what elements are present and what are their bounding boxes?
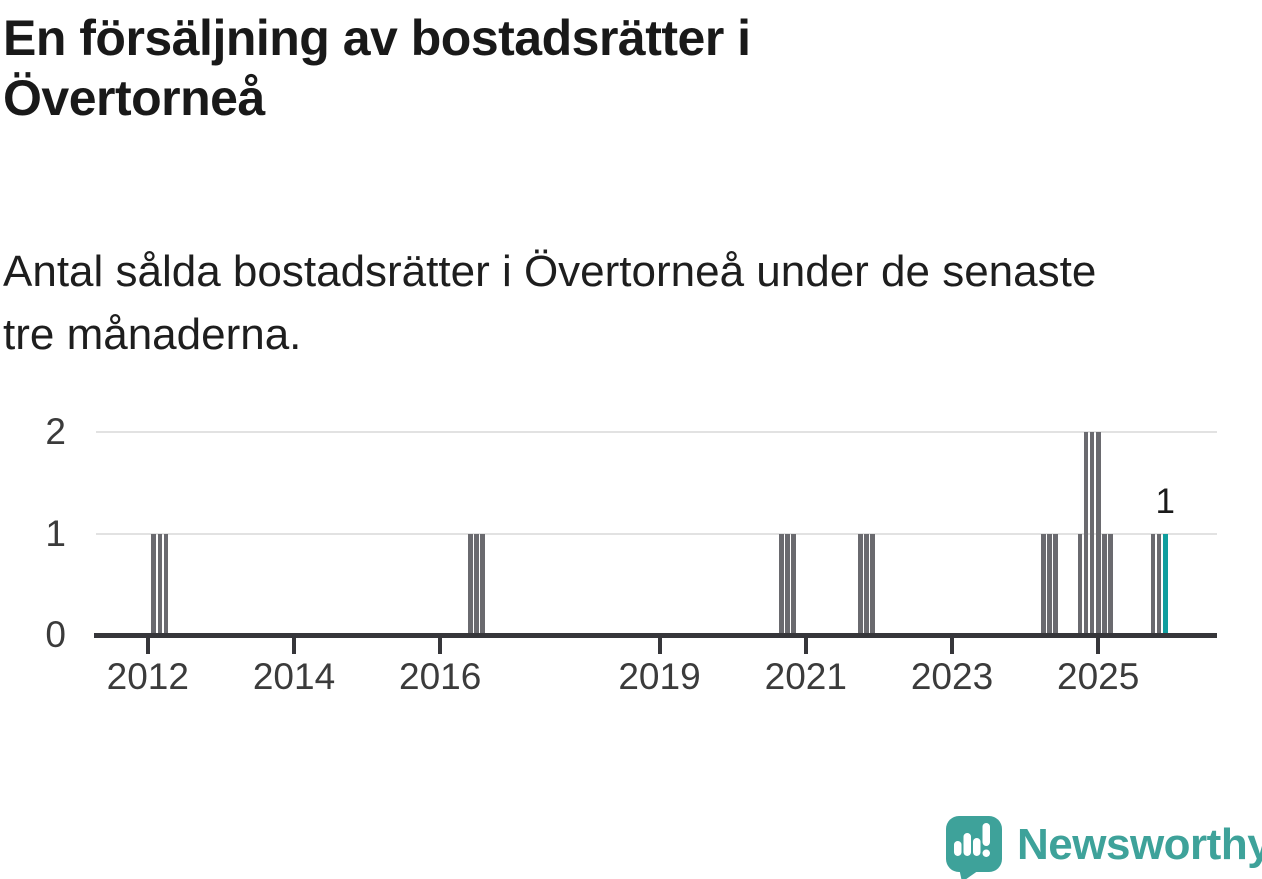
bar (1107, 533, 1113, 635)
x-axis-line (94, 633, 1217, 638)
x-axis-tick-2025 (1096, 637, 1101, 654)
bar (1083, 432, 1089, 635)
chart-subtitle-line-1: Antal sålda bostadsrätter i Övertorneå u… (3, 247, 1097, 296)
bar (1150, 533, 1156, 635)
x-axis-tick-2014 (292, 637, 296, 654)
x-axis-label-2019: 2019 (618, 656, 701, 697)
x-axis-label-2016: 2016 (399, 656, 482, 697)
bar (864, 533, 869, 635)
newsworthy-logo-icon (946, 816, 1002, 879)
y-axis-label-2: 2 (45, 411, 66, 452)
bar (1077, 533, 1083, 635)
bar (870, 533, 876, 635)
bar (778, 533, 784, 635)
bar (468, 533, 473, 635)
chart-subtitle: Antal sålda bostadsrätter i Övertorneå u… (3, 240, 1228, 366)
bar (1047, 533, 1052, 635)
bar (157, 533, 163, 635)
bar (1095, 432, 1101, 635)
newsworthy-logo: Newsworthy (946, 816, 1262, 879)
bar (1089, 432, 1095, 635)
x-axis-label-2023: 2023 (910, 656, 994, 697)
y-axis-label-0: 0 (45, 614, 66, 655)
y-axis-label-1: 1 (45, 512, 66, 554)
gridline-y2 (96, 431, 1217, 433)
bar (474, 533, 480, 635)
bar (480, 533, 486, 635)
x-axis-tick-2012 (145, 637, 150, 654)
x-axis-tick-2016 (438, 637, 443, 654)
bar (785, 533, 790, 635)
bar (858, 533, 863, 635)
bar (791, 533, 796, 635)
newsworthy-logo-text: Newsworthy (1017, 820, 1262, 869)
x-axis-label-2012: 2012 (106, 656, 189, 697)
page-title-line-2: Övertorneå (3, 70, 265, 126)
bar (151, 533, 157, 635)
latest-value-label: 1 (1155, 482, 1175, 521)
x-axis-tick-2023 (950, 637, 954, 654)
page-title: En försäljning av bostadsrätter i Övertor… (3, 8, 1203, 128)
x-axis-tick-2021 (803, 637, 808, 654)
gridline-y1 (96, 532, 1217, 535)
chart-subtitle-line-2: tre månaderna. (3, 310, 302, 359)
x-axis-tick-2019 (657, 637, 662, 654)
bar (1040, 533, 1046, 635)
x-axis-label-2014: 2014 (252, 656, 336, 697)
page-title-line-1: En försäljning av bostadsrätter i (3, 10, 751, 66)
bar (1101, 533, 1107, 635)
x-axis-label-2025: 2025 (1057, 656, 1140, 697)
bar-highlight-latest (1162, 533, 1168, 635)
bar (163, 533, 169, 635)
x-axis-label-2021: 2021 (764, 656, 847, 697)
bar (1156, 533, 1162, 635)
bar (1053, 533, 1058, 635)
